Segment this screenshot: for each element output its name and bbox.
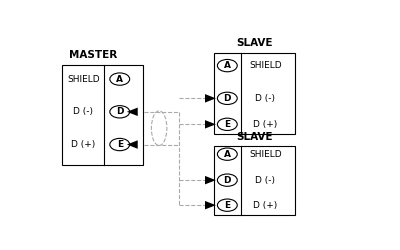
Text: SHIELD: SHIELD bbox=[249, 150, 282, 159]
Polygon shape bbox=[205, 201, 216, 209]
FancyBboxPatch shape bbox=[214, 53, 295, 134]
Polygon shape bbox=[205, 94, 216, 102]
Text: D (+): D (+) bbox=[253, 120, 278, 129]
Text: E: E bbox=[224, 120, 230, 129]
Circle shape bbox=[218, 60, 237, 72]
Text: D (-): D (-) bbox=[256, 176, 276, 185]
Text: D (+): D (+) bbox=[253, 201, 278, 210]
Text: A: A bbox=[224, 150, 231, 159]
Text: D (-): D (-) bbox=[74, 107, 94, 116]
Text: SHIELD: SHIELD bbox=[249, 61, 282, 70]
Text: D (+): D (+) bbox=[71, 140, 96, 149]
FancyBboxPatch shape bbox=[62, 65, 143, 165]
Text: MASTER: MASTER bbox=[69, 50, 118, 60]
Circle shape bbox=[218, 174, 237, 186]
Text: D: D bbox=[224, 94, 231, 103]
Text: D: D bbox=[224, 176, 231, 185]
FancyBboxPatch shape bbox=[214, 146, 295, 215]
Text: SHIELD: SHIELD bbox=[67, 74, 100, 84]
Polygon shape bbox=[205, 176, 216, 184]
Text: D (-): D (-) bbox=[256, 94, 276, 103]
Text: D: D bbox=[116, 107, 124, 116]
Text: E: E bbox=[224, 201, 230, 210]
Circle shape bbox=[218, 92, 237, 104]
Circle shape bbox=[110, 138, 130, 151]
Circle shape bbox=[110, 106, 130, 118]
Polygon shape bbox=[127, 108, 138, 116]
Circle shape bbox=[218, 199, 237, 211]
Polygon shape bbox=[127, 140, 138, 149]
Text: E: E bbox=[117, 140, 123, 149]
Circle shape bbox=[218, 148, 237, 160]
Polygon shape bbox=[205, 120, 216, 128]
Circle shape bbox=[218, 118, 237, 130]
Text: A: A bbox=[224, 61, 231, 70]
Circle shape bbox=[110, 73, 130, 85]
Text: SLAVE: SLAVE bbox=[236, 38, 273, 48]
Text: SLAVE: SLAVE bbox=[236, 132, 273, 142]
Text: A: A bbox=[116, 74, 123, 84]
